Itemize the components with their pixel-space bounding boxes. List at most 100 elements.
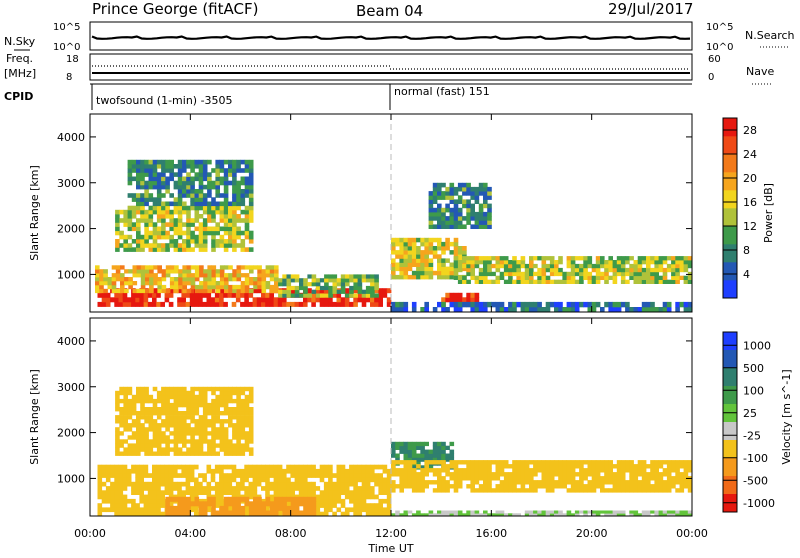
velocity-cell bbox=[210, 468, 216, 474]
velocity-cell bbox=[261, 477, 266, 483]
power-cell bbox=[478, 275, 484, 280]
velocity-colorbar-swatch bbox=[723, 458, 737, 477]
power-cell bbox=[190, 265, 196, 270]
power-cell bbox=[265, 292, 270, 298]
velocity-cell bbox=[182, 398, 187, 404]
velocity-cell bbox=[411, 472, 417, 477]
power-cell bbox=[173, 218, 179, 223]
velocity-cell bbox=[123, 427, 128, 432]
power-cell bbox=[173, 230, 179, 236]
power-cell bbox=[198, 184, 204, 190]
velocity-cell bbox=[583, 510, 588, 514]
power-cell bbox=[198, 201, 204, 207]
power-cell bbox=[252, 288, 258, 294]
freq-label: Freq. bbox=[6, 52, 33, 65]
velocity-cell bbox=[457, 513, 463, 517]
power-cell bbox=[340, 297, 346, 303]
velocity-cell bbox=[545, 513, 551, 517]
velocity-cell bbox=[143, 498, 149, 504]
velocity-cell bbox=[650, 472, 655, 477]
velocity-cell bbox=[186, 423, 191, 428]
velocity-cell bbox=[445, 488, 450, 493]
power-cell bbox=[457, 224, 463, 229]
power-cell bbox=[232, 284, 237, 290]
velocity-cell bbox=[261, 464, 266, 470]
power-cell bbox=[144, 172, 149, 177]
velocity-cell bbox=[97, 477, 103, 483]
velocity-cell bbox=[616, 510, 622, 514]
power-cell bbox=[274, 281, 279, 286]
velocity-cell bbox=[437, 488, 442, 493]
velocity-cell bbox=[512, 513, 517, 517]
velocity-cell bbox=[114, 486, 119, 491]
velocity-cell bbox=[282, 496, 287, 502]
power-cell bbox=[140, 180, 145, 186]
velocity-cell bbox=[144, 439, 149, 444]
power-cell bbox=[248, 172, 254, 177]
power-cell bbox=[182, 243, 187, 248]
power-cell bbox=[399, 241, 404, 247]
power-cell bbox=[186, 273, 192, 278]
velocity-cell bbox=[633, 510, 639, 514]
power-cell bbox=[424, 262, 429, 267]
velocity-cell bbox=[671, 464, 676, 469]
power-cell bbox=[145, 288, 150, 294]
velocity-cell bbox=[211, 496, 216, 502]
velocity-cell bbox=[123, 398, 128, 404]
velocity-cell bbox=[407, 464, 413, 469]
power-cell bbox=[445, 237, 450, 243]
power-cell bbox=[637, 256, 643, 261]
velocity-cell bbox=[144, 451, 149, 456]
velocity-cell bbox=[156, 473, 161, 478]
velocity-cell bbox=[189, 494, 195, 500]
velocity-cell bbox=[265, 477, 270, 483]
velocity-cell bbox=[403, 468, 409, 473]
velocity-cell bbox=[126, 481, 132, 487]
power-cell bbox=[274, 269, 279, 274]
velocity-cell bbox=[420, 472, 425, 477]
power-cell bbox=[232, 218, 237, 223]
velocity-cell bbox=[662, 510, 668, 514]
velocity-cell bbox=[574, 464, 580, 469]
velocity-cell bbox=[110, 503, 115, 508]
velocity-cell bbox=[240, 486, 245, 491]
velocity-cell bbox=[248, 473, 254, 478]
power-cell bbox=[349, 289, 354, 294]
power-cell bbox=[491, 271, 496, 277]
velocity-cell bbox=[165, 510, 170, 516]
power-cell bbox=[198, 230, 204, 236]
power-cell bbox=[470, 203, 475, 209]
power-cell bbox=[207, 176, 212, 182]
velocity-cell bbox=[198, 415, 204, 420]
velocity-cell bbox=[219, 481, 224, 487]
velocity-cell bbox=[286, 505, 292, 511]
power-cell bbox=[424, 241, 429, 247]
power-cell bbox=[131, 168, 137, 173]
velocity-cell bbox=[666, 460, 672, 465]
power-cell bbox=[232, 277, 237, 282]
velocity-cell bbox=[165, 427, 170, 432]
power-cell bbox=[445, 195, 450, 200]
velocity-cell bbox=[399, 476, 404, 481]
velocity-cell bbox=[185, 477, 191, 483]
power-cell bbox=[207, 230, 212, 236]
power-cell bbox=[478, 186, 484, 192]
power-cell bbox=[470, 301, 475, 308]
velocity-cell bbox=[236, 427, 241, 432]
velocity-cell bbox=[432, 488, 438, 493]
velocity-cell bbox=[365, 503, 371, 508]
power-cell bbox=[608, 256, 613, 261]
power-cell bbox=[403, 270, 409, 276]
velocity-cell bbox=[491, 476, 496, 481]
power-cell bbox=[232, 201, 237, 207]
power-cell bbox=[420, 258, 425, 263]
power-cell bbox=[219, 168, 225, 173]
velocity-cell bbox=[315, 498, 321, 504]
power-cell bbox=[123, 214, 128, 219]
velocity-cell bbox=[223, 419, 229, 424]
velocity-cell bbox=[190, 402, 195, 408]
power-cell bbox=[152, 288, 157, 294]
power-cell bbox=[202, 164, 208, 169]
power-cell bbox=[136, 172, 141, 177]
velocity-cell bbox=[683, 480, 689, 485]
